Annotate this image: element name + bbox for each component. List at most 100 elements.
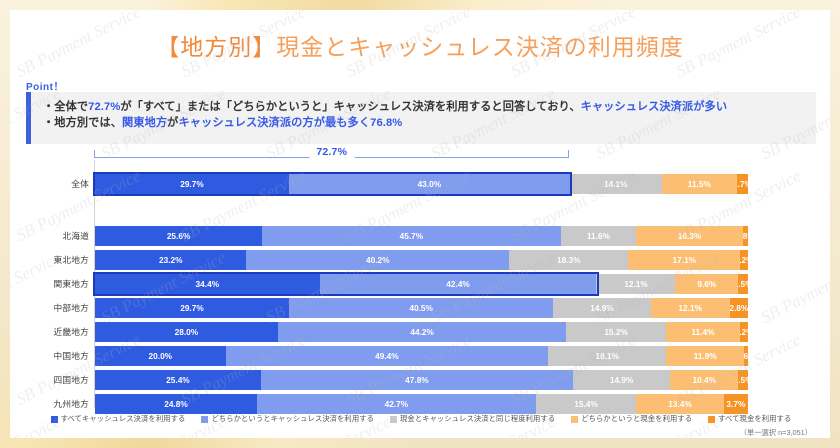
bar-segment: 15.2% [566,322,666,342]
bar-segment: 0.8% [742,226,748,246]
legend-label: どちらかというと現金を利用する [581,414,693,423]
legend-item-2[interactable]: 現金とキャッシュレス決済と同じ程度利用する [390,414,555,424]
title-bracket: 【地方別】 [156,35,277,61]
table-row: 全体 29.7%43.0%14.1%11.5%1.7% [71,174,748,194]
bar-segment: 1.5% [738,274,748,294]
legend-item-1[interactable]: どちらかというとキャッシュレス決済を利用する [201,414,374,424]
bar-segment: 28.0% [95,322,278,342]
bar-segment: 40.2% [246,250,509,270]
bar-segment: 2.8% [729,298,748,318]
table-row: 東北地方 23.2%40.2%18.3%17.1%1.2% [53,250,748,270]
bar-segment: 14.9% [572,370,671,390]
bar-segment: 29.7% [95,298,289,318]
legend-item-4[interactable]: すべて現金を利用する [708,414,791,424]
table-row: 九州地方 24.8% 42.7% 15.4% 13.4% 3.7% [53,394,748,414]
bracket-annotation: 72.7% [94,146,570,160]
legend-swatch-icon [571,415,579,423]
bar-segment: 45.7% [262,226,561,246]
bar-segment: 11.5% [661,174,737,194]
bracket-tick-left [94,150,95,158]
point-list: ・全体で72.7%が「すべて」または「どちらかというと」キャッシュレス決済を利用… [31,92,816,131]
bar-segment: 40.5% [288,298,554,318]
legend-label: 現金とキャッシュレス決済と同じ程度利用する [400,414,556,423]
bar-segment: 23.2% [95,250,247,270]
point-line2-region: 関東地方 [122,117,168,129]
bar-segment: 43.0% [288,174,570,194]
point-line-2: ・地方別では、関東地方がキャッシュレス決済派の方が最も多く76.8% [43,115,816,131]
point-line1-highlight-phrase: キャッシュレス決済派が多い [580,101,728,113]
bar-segment: 29.7% [95,174,289,194]
stacked-bar-chart: 72.7% 全体29.7%43.0%14.1%11.5%1.7%北海道25.6%… [26,146,816,414]
bar-segment: 3.7% [723,394,748,414]
bar-segment: 12.1% [650,298,730,318]
bar-segment: 1.5% [738,370,748,390]
row-label-7: 四国地方 [53,375,89,385]
bar-segment: 11.9% [666,346,745,366]
legend-label: すべてキャッシュレス決済を利用する [60,414,186,423]
bar-segment: 10.4% [670,370,739,390]
legend-swatch-icon [201,415,209,423]
bar-segment: 1.2% [740,250,748,270]
bar-segment: 17.1% [628,250,741,270]
bar-segment: 42.4% [319,274,597,294]
legend-swatch-icon [708,415,716,423]
chart-plot-area: 全体29.7%43.0%14.1%11.5%1.7%北海道25.6%45.7%1… [53,160,748,414]
bar-segment: 11.6% [560,226,637,246]
table-row: 北海道 25.6%45.7%11.6%16.3%0.8% [62,226,748,246]
page-title: 【地方別】現金とキャッシュレス決済の利用頻度 [10,28,830,62]
bracket-tick-right [568,150,570,158]
bar-segment: 34.4% [95,274,320,294]
point-line-1: ・全体で72.7%が「すべて」または「どちらかというと」キャッシュレス決済を利用… [43,99,816,115]
bar-segment: 15.4% [535,394,637,414]
bar-segment: 14.1% [569,174,662,194]
bar-segment: 44.2% [277,322,567,342]
bar-segment: 20.0% [95,346,226,366]
title-rest: 現金とキャッシュレス決済の利用頻度 [276,35,684,61]
point-line1-highlight-value: 72.7% [88,101,121,113]
bar-segment: 42.7% [256,394,536,414]
bar-segment: 18.1% [548,346,667,366]
row-label-4: 中部地方 [53,303,89,313]
slide-canvas: 【地方別】現金とキャッシュレス決済の利用頻度 Point！ ・全体で72.7%が… [10,10,830,438]
row-label-5: 近畿地方 [53,327,89,337]
point-line1-c: が「すべて」または「どちらかというと」キャッシュレス決済を利用すると回答しており… [120,101,581,113]
row-label-2: 東北地方 [53,255,89,265]
legend-swatch-icon [390,415,398,423]
row-label-3: 関東地方 [53,279,89,289]
bar-segment: 1.2% [740,322,748,342]
sample-size-note: （単一選択 n=3,051） [739,428,812,437]
point-line1-a: ・全体で [43,101,89,113]
chart-legend: すべてキャッシュレス決済を利用する どちらかというとキャッシュレス決済を利用する 現… [26,414,816,424]
point-label: Point！ [26,82,64,93]
bracket-value: 72.7% [309,146,355,158]
bar-segment: 12.1% [596,274,676,294]
bar-segment: 25.6% [95,226,263,246]
point-line2-a: ・地方別では、 [43,117,123,129]
legend-label: すべて現金を利用する [718,414,792,423]
bar-segment: 13.4% [636,394,724,414]
bar-segment: 47.8% [260,370,573,390]
legend-label: どちらかというとキャッシュレス決済を利用する [211,414,375,423]
bar-segment: 1.7% [736,174,748,194]
bar-segment: 16.3% [636,226,743,246]
row-label-1: 北海道 [62,231,89,241]
point-box: ・全体で72.7%が「すべて」または「どちらかというと」キャッシュレス決済を利用… [26,92,816,144]
bar-segment: 18.3% [508,250,629,270]
row-label-8: 九州地方 [53,399,89,409]
legend-swatch-icon [50,415,58,423]
bar-segment: 14.9% [553,298,651,318]
legend-item-0[interactable]: すべてキャッシュレス決済を利用する [50,414,186,424]
table-row: 近畿地方 28.0%44.2%15.2%11.4%1.2% [53,322,748,342]
legend-item-3[interactable]: どちらかというと現金を利用する [571,414,692,424]
bar-segment: 11.4% [665,322,741,342]
bar-segment: 25.4% [95,370,261,390]
bar-segment: 24.8% [95,394,257,414]
table-row: 中国地方 20.0%49.4%18.1%11.9%0.6% [53,346,748,366]
bar-segment: 0.6% [744,346,748,366]
row-label-0: 全体 [71,179,89,189]
bar-segment: 9.6% [675,274,739,294]
bar-segment: 49.4% [225,346,549,366]
table-row: 中部地方 29.7% 40.5% 14.9% 12.1% 2.8% [53,298,748,318]
table-row: 四国地方 25.4%47.8%14.9%10.4%1.5% [53,370,748,390]
row-label-6: 中国地方 [53,351,89,361]
